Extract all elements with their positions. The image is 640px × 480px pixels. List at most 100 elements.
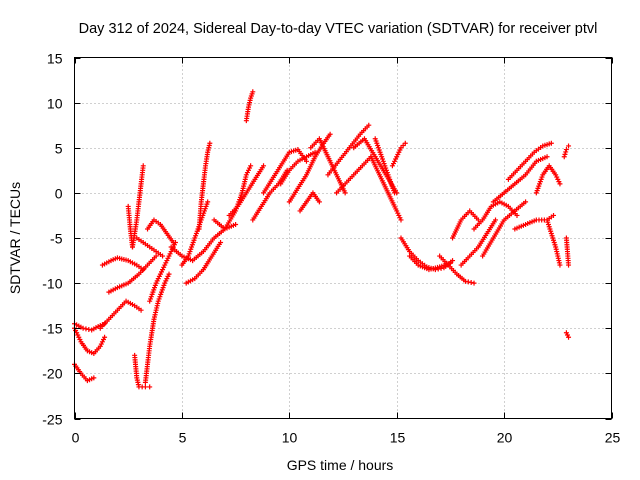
data-point [91,375,97,381]
series-arc41 [505,140,554,182]
data-point [140,163,146,169]
data-point [312,149,318,155]
data-point [450,258,456,264]
series-arc12 [145,217,176,246]
series-arc09 [132,352,153,390]
data-point [398,217,404,223]
data-point [250,89,256,95]
data-point [327,131,333,137]
series-arc43 [533,163,563,196]
x-tick-label: 0 [72,430,80,446]
data-point [205,199,211,205]
series-arc27 [325,122,372,178]
data-marks [72,89,572,390]
y-axis-label: SDTVAR / TECUs [7,182,23,294]
series-arc38 [471,199,520,232]
series-arc10 [142,271,172,385]
series-arc34 [407,253,453,273]
data-point [566,334,572,340]
data-point [207,140,213,146]
series-arc35 [437,253,477,286]
data-point [342,190,348,196]
data-point [544,154,550,160]
series-arc24 [286,131,333,205]
data-point [147,384,153,390]
data-point [514,212,520,218]
data-point [563,147,569,153]
data-marker [562,151,568,157]
y-tick-label: -20 [42,366,62,382]
series-arc25 [297,190,322,214]
x-axis-label: GPS time / hours [287,457,394,473]
series-arc31 [372,136,398,196]
data-point [160,253,166,259]
y-tick-label: 0 [55,186,63,202]
y-tick-label: 10 [47,96,63,112]
data-point [316,199,322,205]
data-point [462,278,468,284]
series-arc19 [226,163,267,218]
data-point [566,143,572,149]
series-arc26 [308,136,348,196]
data-point [303,158,309,164]
series-arc40 [490,154,550,205]
x-tick-label: 5 [179,430,187,446]
series-arc03 [72,361,97,384]
series-arc04 [97,298,144,331]
data-point [138,307,144,313]
x-tick-label: 10 [282,430,298,446]
data-point [566,262,572,268]
series-arc42 [512,212,557,232]
y-tick-label: -25 [42,412,62,428]
series-arc13 [134,235,166,259]
data-point [166,271,172,277]
series-arc11 [147,240,178,304]
x-tick-label: 25 [605,430,621,446]
data-point [153,253,159,259]
series-arc45 [561,143,572,160]
data-point [261,163,267,169]
series-arc01 [72,325,108,357]
data-point [170,240,176,246]
y-tick-label: 5 [55,141,63,157]
y-tick-label: 15 [47,51,63,67]
data-marker [83,326,89,332]
axis-ticks [74,57,613,420]
data-point [557,181,563,187]
series-arc23 [278,149,318,187]
series-arc47 [563,330,572,340]
data-point [233,221,239,227]
data-point [523,199,529,205]
data-point [366,122,372,128]
series-arc18 [211,163,254,232]
data-point [561,154,567,160]
series-arc39 [480,199,529,259]
data-point [551,212,557,218]
data-point [471,280,477,286]
x-tick-label: 15 [390,430,406,446]
data-point [557,262,563,268]
y-tick-label: -15 [42,321,62,337]
data-marker [465,279,471,285]
series-arc05 [99,255,146,273]
data-point [475,217,481,223]
series-arc30 [368,154,404,223]
series-arc37 [458,217,499,268]
series-arc22 [261,147,309,196]
y-tick-label: -5 [50,231,63,247]
data-point [140,267,146,273]
data-marker [86,326,92,332]
series-arc20 [243,89,256,124]
data-point [548,140,554,146]
series-arc17 [183,240,224,286]
data-point [392,190,398,196]
series-arc44 [544,217,563,268]
chart-title: Day 312 of 2024, Sidereal Day-to-day VTE… [79,21,598,37]
data-point [218,240,224,246]
data-point [493,217,499,223]
series-arc06 [106,253,159,295]
data-marker [468,280,474,286]
series-arc36 [450,208,481,241]
y-tick-labels: -25 -20 -15 -10 -5 0 5 10 15 [42,51,62,428]
